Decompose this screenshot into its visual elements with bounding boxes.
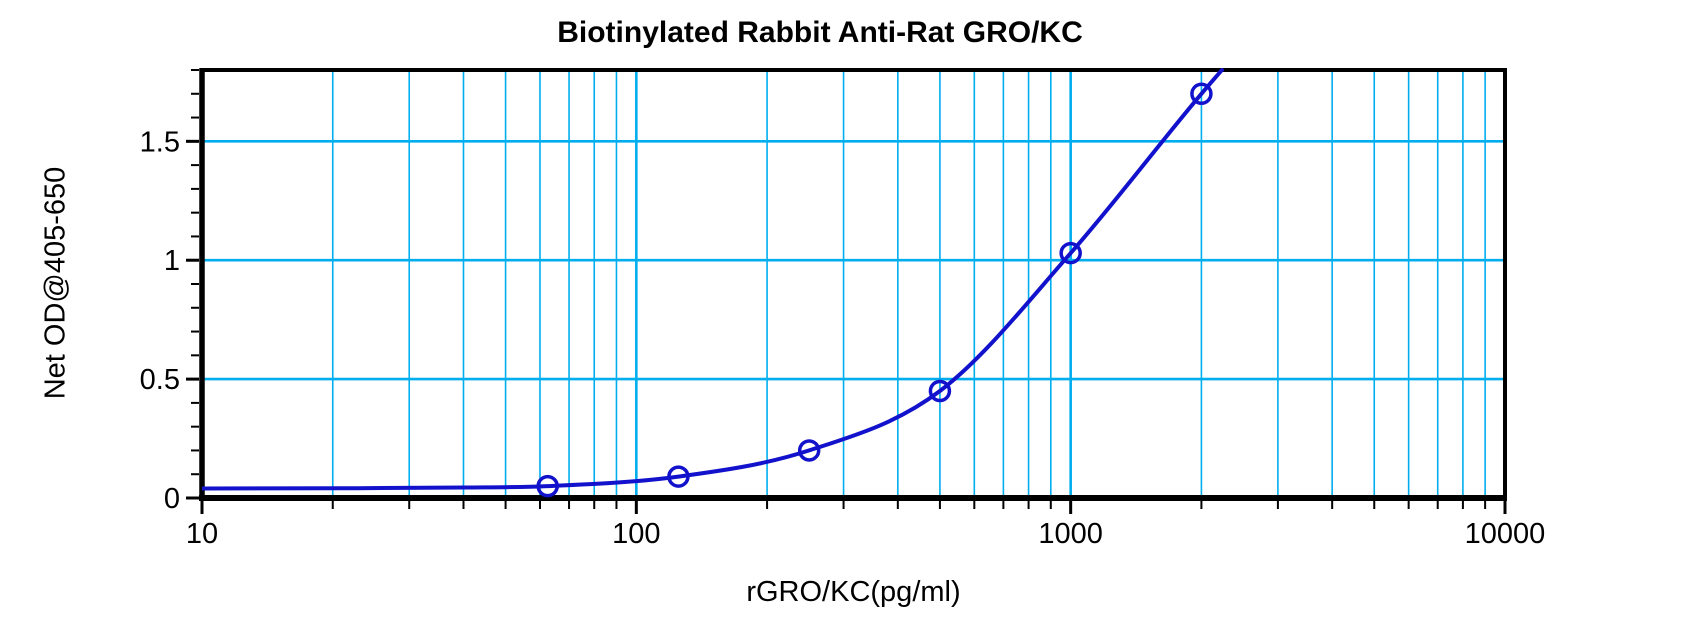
data-point-marker bbox=[1190, 82, 1213, 106]
chart-title: Biotinylated Rabbit Anti-Rat GRO/KC bbox=[557, 16, 1083, 49]
x-tick-label: 10 bbox=[186, 518, 218, 550]
data-point-marker bbox=[928, 379, 952, 403]
x-tick-label: 10000 bbox=[1465, 518, 1546, 550]
data-point-marker bbox=[797, 439, 821, 462]
x-tick-label: 100 bbox=[612, 518, 660, 550]
y-tick-label: 0 bbox=[164, 483, 180, 515]
x-axis-label: rGRO/KC(pg/ml) bbox=[746, 576, 961, 608]
y-axis-label: Net OD@405-650 bbox=[39, 166, 72, 400]
y-tick-label: 1.5 bbox=[140, 126, 180, 158]
data-point-marker bbox=[667, 465, 690, 488]
standard-curve-line bbox=[202, 68, 1224, 491]
data-point-marker bbox=[1059, 241, 1082, 265]
data-point-marker bbox=[536, 474, 559, 498]
y-tick-label: 0.5 bbox=[140, 364, 180, 396]
x-tick-label: 1000 bbox=[1038, 518, 1103, 550]
y-tick-label: 1 bbox=[164, 245, 180, 277]
